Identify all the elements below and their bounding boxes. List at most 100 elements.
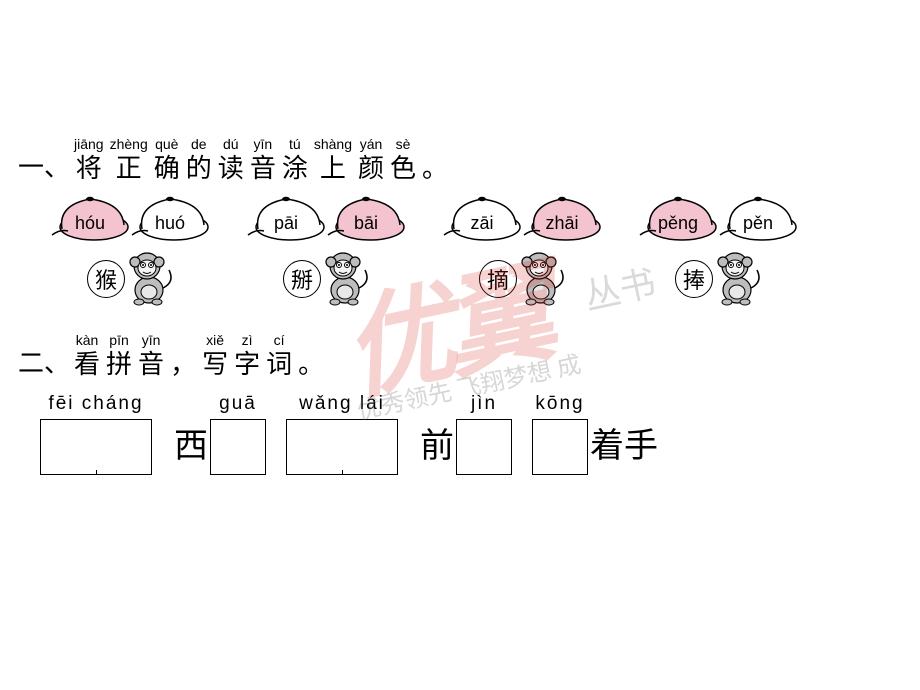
hat-options: zāi zhāi [442,195,602,241]
hanzi-label: 的 [186,153,212,183]
hat-options: pāi bāi [246,195,406,241]
hat-left[interactable]: zāi [442,195,522,241]
header-char: pīn拼 [106,331,132,379]
hanzi-label: 涂 [282,153,308,183]
pinyin-label: tú [282,135,308,153]
section-1-number: 一、 [18,153,70,183]
hat-pinyin-label: pěn [718,213,798,234]
target-char-circle: 捧 [675,260,713,298]
hat-right[interactable]: bāi [326,195,406,241]
header-char: de的 [186,135,212,183]
write-col: guā [210,393,266,475]
write-pinyin: kōng [535,393,584,415]
hat-right[interactable]: huó [130,195,210,241]
monkey-with-char: 猴 [80,249,180,309]
target-char-circle: 摘 [479,260,517,298]
hat-right[interactable]: pěn [718,195,798,241]
hat-pinyin-label: zāi [442,213,522,234]
pinyin-label: zì [234,331,260,349]
pinyin-label: xiě [202,331,228,349]
pinyin-label [298,331,324,349]
hat-pair: zāi zhāi摘 [442,195,602,309]
monkey-icon [707,248,761,311]
write-box[interactable] [210,419,266,475]
write-col: kōng [532,393,588,475]
hanzi-label: 色 [390,153,416,183]
header-char: zhèng正 [110,135,148,183]
hanzi-label: 读 [218,153,244,183]
header-char: dú读 [218,135,244,183]
header-char: ， [170,331,196,379]
write-box[interactable] [40,419,152,475]
pinyin-label [170,331,196,349]
write-item: wǎng lái [286,393,398,475]
hat-pinyin-label: hóu [50,213,130,234]
pinyin-label: yīn [138,331,164,349]
hat-right[interactable]: zhāi [522,195,602,241]
header-char: tú涂 [282,135,308,183]
pinyin-label: kàn [74,331,100,349]
header-char: kàn看 [74,331,100,379]
header-char: què确 [154,135,180,183]
write-pinyin: guā [219,393,257,415]
monkey-with-char: 摘 [472,249,572,309]
section-1-header: 一、 jiāng将zhèng正què确de的dú读yīn音tú涂shàng上yá… [18,135,920,183]
hanzi-label: 看 [74,349,100,379]
header-char: 。 [298,331,324,379]
pinyin-label: dú [218,135,244,153]
section-2-header: 二、 kàn看pīn拼yīn音，xiě写zì字cí词。 [18,331,920,379]
header-char: shàng上 [314,135,352,183]
write-col: fēi cháng [40,393,152,475]
monkey-icon [315,248,369,311]
hanzi-label: 字 [234,349,260,379]
header-char: yīn音 [250,135,276,183]
hanzi-label: 正 [110,153,148,183]
prefix-hanzi: 西 [174,419,208,475]
suffix-hanzi: 着手 [590,419,658,475]
monkey-icon [119,248,173,311]
pinyin-label: yīn [250,135,276,153]
hat-pair: hóu huó猴 [50,195,210,309]
write-item: fēi cháng [40,393,152,475]
write-item: 西 guā [172,393,266,475]
header-char: xiě写 [202,331,228,379]
write-box[interactable] [286,419,398,475]
hat-pinyin-label: pěng [638,213,718,234]
write-pinyin: fēi cháng [48,393,143,415]
header-char: cí词 [266,331,292,379]
write-item: kōng 着手 [532,393,660,475]
hanzi-label: 拼 [106,349,132,379]
write-pinyin: jìn [471,393,497,415]
hat-left[interactable]: pāi [246,195,326,241]
write-box[interactable] [532,419,588,475]
hat-left[interactable]: pěng [638,195,718,241]
pinyin-label: sè [390,135,416,153]
hanzi-label: 上 [314,153,352,183]
hat-pairs-row: hóu huó猴 pāi bāi 掰 [50,195,920,309]
target-char-circle: 猴 [87,260,125,298]
hat-options: pěng pěn [638,195,798,241]
pinyin-label: zhèng [110,135,148,153]
hanzi-label: 将 [74,153,104,183]
hanzi-label: 音 [250,153,276,183]
header-char: jiāng将 [74,135,104,183]
section-2-number: 二、 [18,349,70,379]
hanzi-label: 。 [422,153,448,183]
write-pinyin: wǎng lái [299,393,385,415]
monkey-icon [511,248,565,311]
header-char: zì字 [234,331,260,379]
monkey-with-char: 捧 [668,249,768,309]
hat-left[interactable]: hóu [50,195,130,241]
hanzi-label: 。 [298,349,324,379]
write-box[interactable] [456,419,512,475]
monkey-with-char: 掰 [276,249,376,309]
header-char: sè色 [390,135,416,183]
write-col: wǎng lái [286,393,398,475]
write-item: 前jìn [418,393,512,475]
header-char: yīn音 [138,331,164,379]
hat-pair: pěng pěn 捧 [638,195,798,309]
pinyin-label [422,135,448,153]
pinyin-label: yán [358,135,384,153]
write-boxes-row: fēi cháng 西 guā wǎng lái 前jìn kōng 着手 [40,393,920,475]
hanzi-label: 颜 [358,153,384,183]
